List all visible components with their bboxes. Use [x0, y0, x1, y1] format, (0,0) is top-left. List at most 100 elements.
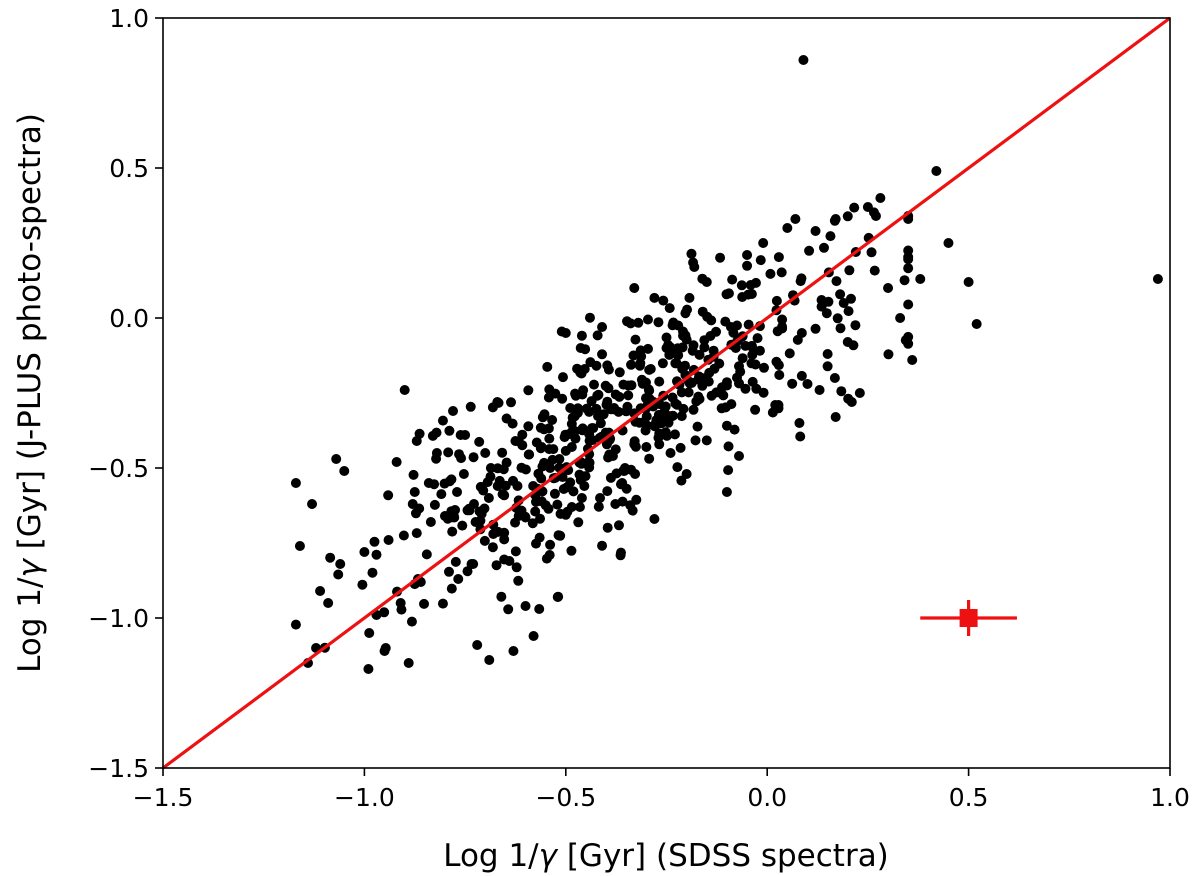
scatter-point-390 [443, 566, 454, 577]
scatter-point-77 [854, 388, 865, 398]
scatter-point-553 [543, 423, 554, 434]
scatter-point-198 [742, 260, 753, 271]
scatter-point-394 [497, 489, 508, 500]
scatter-point-586 [765, 268, 776, 279]
one-to-one-line [162, 16, 1171, 770]
scatter-point-604 [446, 583, 457, 594]
scatter-point-352 [623, 390, 634, 401]
scatter-point-400 [678, 403, 689, 414]
scatter-point-164 [396, 604, 407, 615]
scatter-point-608 [333, 569, 344, 580]
scatter-point-554 [457, 520, 468, 531]
scatter-point-311 [829, 373, 840, 383]
scatter-point-82 [794, 418, 805, 428]
scatter-point-73 [822, 349, 833, 359]
scatter-point-249 [736, 280, 747, 291]
scatter-point-278 [444, 476, 455, 487]
scatter-point-403 [771, 295, 782, 306]
scatter-point-600 [575, 367, 586, 378]
scatter-point-526 [444, 425, 455, 436]
scatter-point-510 [771, 356, 782, 367]
scatter-point-315 [903, 254, 914, 265]
scatter-point-419 [630, 334, 641, 345]
scatter-point-463 [506, 397, 517, 408]
scatter-point-566 [575, 475, 586, 485]
scatter-point-326 [720, 402, 731, 413]
scatter-point-458 [573, 517, 584, 528]
scatter-point-187 [367, 567, 378, 578]
y-axis-label-suffix: [Gyr] (J-PLUS photo-spectra) [12, 113, 48, 559]
scatter-point-362 [664, 349, 675, 360]
scatter-point-348 [542, 361, 553, 372]
scatter-point-570 [697, 273, 708, 284]
scatter-point-623 [625, 500, 636, 511]
scatter-point-307 [429, 479, 440, 490]
scatter-point-133 [503, 604, 514, 615]
scatter-point-552 [626, 359, 637, 370]
scatter-point-642 [680, 330, 691, 341]
scatter-point-252 [574, 502, 585, 512]
x-tick-label: 1.0 [1150, 783, 1190, 812]
scatter-point-418 [290, 619, 301, 630]
scatter-point-6 [907, 355, 918, 365]
scatter-point-508 [664, 303, 675, 314]
scatter-point-416 [560, 445, 571, 456]
scatter-point-106 [544, 433, 555, 444]
scatter-point-292 [523, 421, 534, 432]
scatter-point-606 [448, 511, 459, 521]
scatter-point-381 [553, 530, 564, 541]
scatter-point-493 [465, 401, 476, 412]
x-axis-label-suffix: [Gyr] (SDSS spectra) [557, 838, 889, 874]
scatter-point-81 [814, 385, 825, 395]
scatter-point-475 [903, 331, 914, 342]
scatter-point-499 [552, 499, 563, 510]
scatter-point-185 [701, 435, 712, 446]
scatter-point-500 [667, 320, 678, 331]
scatter-point-244 [557, 372, 568, 383]
scatter-point-265 [406, 616, 417, 627]
scatter-point-314 [436, 489, 447, 500]
error-bar-layer [920, 600, 1017, 636]
scatter-point-578 [697, 380, 708, 391]
scatter-point-573 [810, 323, 821, 334]
scatter-point-219 [653, 317, 664, 328]
scatter-point-584 [487, 542, 498, 553]
scatter-point-563 [694, 394, 705, 404]
scatter-point-409 [883, 349, 894, 360]
scatter-point-220 [411, 528, 422, 539]
scatter-point-4 [971, 319, 982, 329]
scatter-point-162 [641, 411, 652, 422]
scatter-point-261 [630, 469, 641, 479]
scatter-point-340 [849, 202, 860, 213]
scatter-point-302 [523, 385, 534, 396]
x-tick-label: 0.0 [747, 783, 787, 812]
scatter-point-640 [510, 436, 521, 446]
scatter-point-555 [615, 547, 626, 558]
scatter-point-627 [747, 349, 758, 360]
scatter-point-234 [721, 420, 732, 431]
scatter-point-86 [899, 275, 910, 286]
y-tick-label: −0.5 [88, 454, 149, 483]
scatter-point-629 [743, 289, 754, 300]
scatter-point-43 [484, 655, 495, 665]
scatter-point-42 [480, 448, 491, 458]
scatter-point-316 [692, 421, 703, 432]
y-tick-label: 1.0 [109, 4, 149, 33]
scatter-point-67 [758, 238, 769, 248]
scatter-point-428 [364, 628, 375, 638]
scatter-point-438 [684, 292, 695, 303]
scatter-point-580 [623, 380, 634, 391]
scatter-point-66 [742, 250, 753, 260]
scatter-point-211 [850, 320, 861, 331]
scatter-point-72 [810, 226, 821, 236]
scatter-point-165 [487, 402, 498, 413]
scatter-point-38 [452, 487, 463, 497]
y-tick-label: −1.0 [88, 604, 149, 633]
scatter-point-404 [408, 469, 419, 480]
scatter-point-567 [835, 323, 846, 334]
scatter-point-444 [511, 562, 522, 573]
scatter-point-11 [883, 283, 894, 293]
scatter-point-296 [842, 211, 853, 222]
scatter-point-574 [869, 265, 880, 276]
scatter-point-59 [641, 442, 652, 452]
